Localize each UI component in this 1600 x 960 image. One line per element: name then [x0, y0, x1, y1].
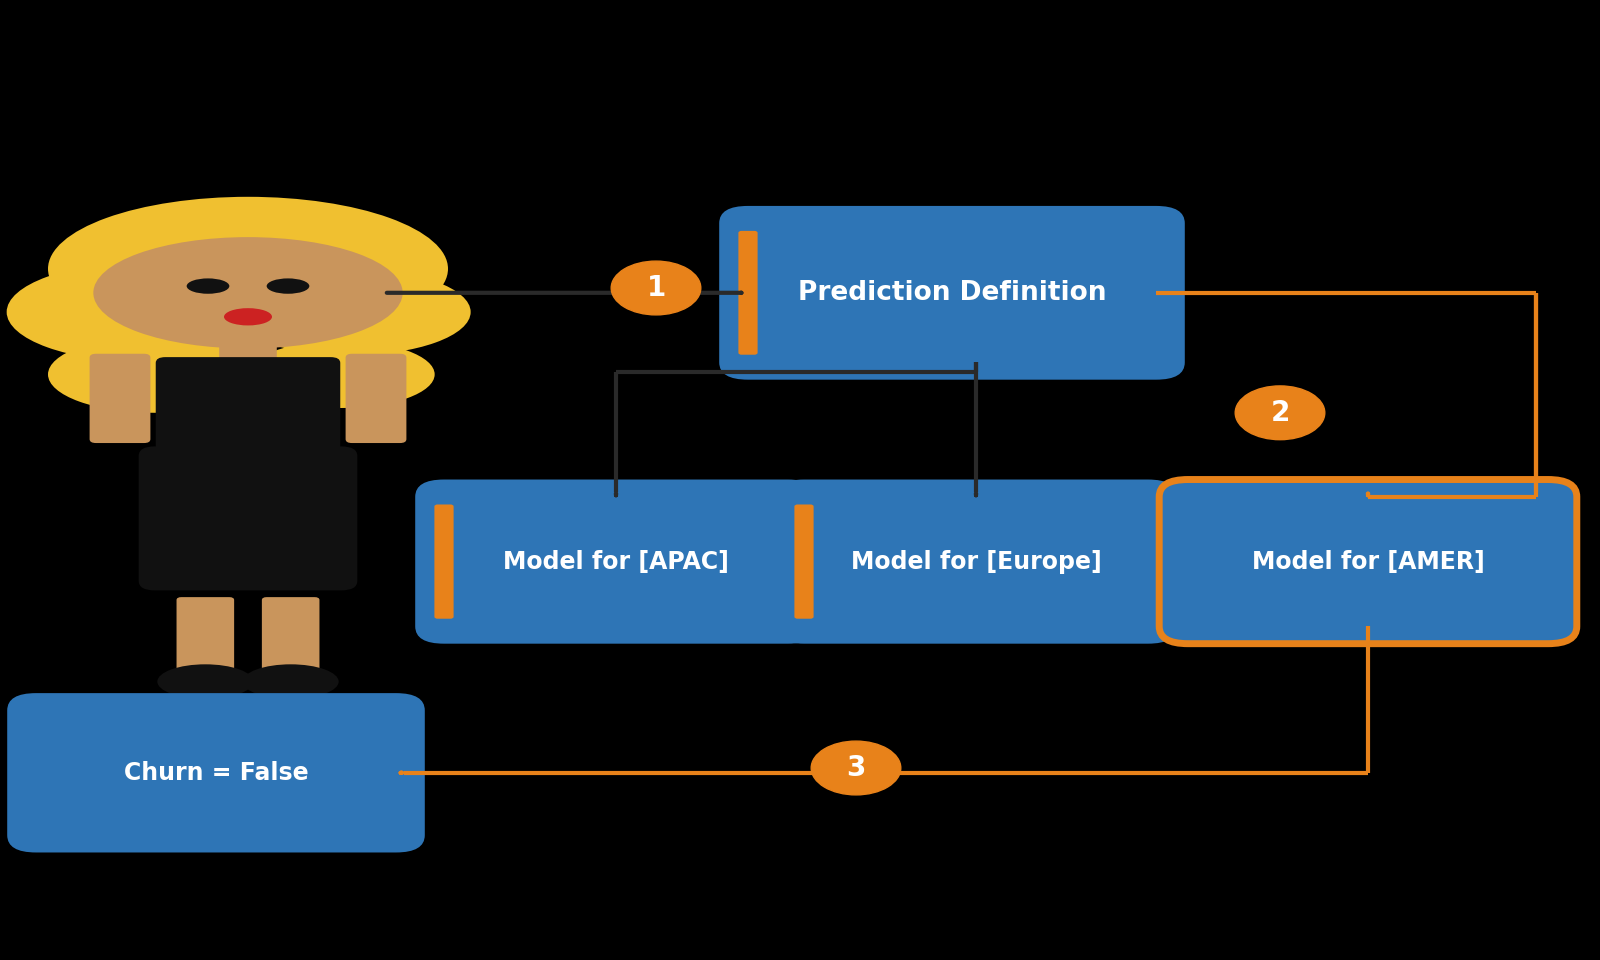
Ellipse shape — [48, 197, 448, 341]
Text: 1: 1 — [646, 274, 666, 302]
FancyBboxPatch shape — [718, 206, 1184, 380]
Text: Prediction Definition: Prediction Definition — [798, 279, 1106, 306]
FancyBboxPatch shape — [155, 357, 341, 465]
FancyBboxPatch shape — [346, 354, 406, 444]
Ellipse shape — [224, 308, 272, 325]
Circle shape — [611, 261, 701, 315]
Circle shape — [811, 741, 901, 795]
FancyBboxPatch shape — [219, 335, 277, 379]
FancyBboxPatch shape — [1158, 480, 1578, 644]
FancyBboxPatch shape — [262, 597, 320, 680]
Ellipse shape — [230, 269, 470, 355]
Ellipse shape — [157, 664, 253, 699]
FancyBboxPatch shape — [774, 480, 1176, 644]
FancyBboxPatch shape — [176, 597, 234, 680]
Ellipse shape — [248, 341, 435, 408]
FancyBboxPatch shape — [435, 505, 454, 619]
Ellipse shape — [187, 278, 229, 294]
Text: Model for [Europe]: Model for [Europe] — [851, 549, 1101, 574]
FancyBboxPatch shape — [139, 446, 357, 590]
FancyBboxPatch shape — [416, 480, 816, 644]
FancyBboxPatch shape — [794, 505, 813, 619]
FancyBboxPatch shape — [739, 231, 758, 355]
Text: Churn = False: Churn = False — [123, 760, 309, 785]
Ellipse shape — [267, 278, 309, 294]
Ellipse shape — [93, 237, 403, 348]
FancyBboxPatch shape — [8, 693, 426, 852]
Text: 2: 2 — [1270, 398, 1290, 427]
Circle shape — [1235, 386, 1325, 440]
Ellipse shape — [48, 336, 261, 413]
Text: 3: 3 — [846, 754, 866, 782]
FancyBboxPatch shape — [90, 354, 150, 444]
Ellipse shape — [6, 262, 285, 362]
Ellipse shape — [243, 664, 339, 699]
Text: Model for [APAC]: Model for [APAC] — [502, 549, 730, 574]
Text: Model for [AMER]: Model for [AMER] — [1251, 549, 1485, 574]
